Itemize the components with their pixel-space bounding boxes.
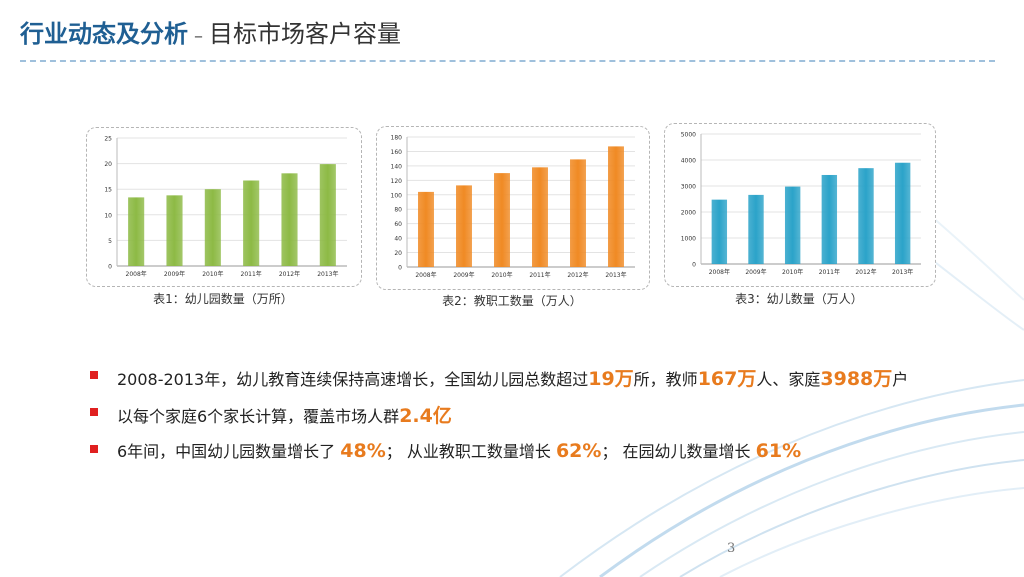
title-main: 行业动态及分析 (20, 20, 188, 48)
highlight-figure: 48% (340, 440, 386, 462)
bar (494, 173, 510, 267)
chart-kindergartens: 0 5 10 15 20 25 2008年 2009年 2010年 2011年 2012年 2013年 (86, 127, 362, 287)
bar (128, 197, 145, 266)
bullet-text-part: 所，教师 (633, 370, 698, 389)
y-tick-label: 25 (104, 136, 112, 143)
title-divider (20, 60, 995, 62)
x-tick-label: 2011年 (529, 271, 550, 279)
chart-plot: 0 1000 2000 3000 4000 5000 2008年 2009年 2010年 2011… (681, 132, 921, 276)
y-tick-label: 2000 (681, 210, 696, 217)
bullet-text: 以每个家庭6个家长计算，覆盖市场人群2.4亿 (117, 401, 452, 428)
y-tick-label: 4000 (681, 158, 696, 165)
bullet-marker (90, 371, 98, 379)
y-tick-label: 1000 (681, 236, 696, 243)
chart-staff: 0 20 40 60 80 100 120 140 160 180 2008年 2009年 2010年 2… (376, 126, 650, 290)
bar (418, 191, 434, 267)
x-tick-label: 2008年 (415, 271, 436, 279)
bullet-text-part: ； 在园幼儿数量增长 (601, 442, 756, 461)
x-tick-label: 2012年 (567, 271, 588, 279)
chart-plot: 0 20 40 60 80 100 120 140 160 180 2008年 2009年 2010年 2… (391, 135, 635, 279)
bar (243, 180, 260, 266)
bullet-text-part: 户 (892, 370, 909, 389)
bullet-text: 6年间，中国幼儿园数量增长了 48%； 从业教职工数量增长 62%； 在园幼儿数… (117, 438, 801, 462)
chart-plot: 0 5 10 15 20 25 2008年 2009年 2010年 2011年 2012年 2013年 (104, 136, 347, 278)
x-tick-label: 2013年 (605, 271, 626, 279)
y-tick-label: 5 (108, 238, 112, 245)
x-tick-label: 2012年 (855, 268, 876, 276)
x-tick-label: 2011年 (241, 270, 262, 278)
chart-caption-kindergartens: 表1：幼儿园数量（万所） (153, 292, 293, 306)
bar (456, 185, 472, 267)
x-tick-label: 2013年 (317, 270, 338, 278)
x-tick-label: 2010年 (202, 270, 223, 278)
chart-children: 0 1000 2000 3000 4000 5000 2008年 2009年 2010年 2011… (664, 123, 936, 287)
highlight-figure: 19万 (588, 368, 634, 390)
highlight-figure: 167万 (697, 368, 757, 390)
y-tick-label: 80 (394, 207, 402, 214)
bullet-text-part: 人、家庭 (756, 370, 821, 389)
x-tick-label: 2011年 (819, 268, 840, 276)
bar (748, 194, 764, 264)
bullet-text-part: 以每个家庭6个家长计算，覆盖市场人群 (117, 407, 400, 426)
y-tick-label: 120 (391, 178, 403, 185)
y-tick-label: 15 (104, 187, 112, 194)
x-tick-label: 2008年 (126, 270, 147, 278)
title-sub: 目标市场客户容量 (209, 20, 401, 48)
x-tick-label: 2010年 (782, 268, 803, 276)
y-tick-label: 40 (394, 236, 402, 243)
y-tick-label: 5000 (681, 132, 696, 139)
bar (319, 164, 336, 266)
y-tick-label: 160 (391, 149, 403, 156)
y-tick-label: 3000 (681, 184, 696, 191)
bar (858, 168, 874, 264)
x-tick-label: 2013年 (892, 268, 913, 276)
bar (711, 199, 728, 264)
y-tick-label: 180 (391, 135, 403, 142)
highlight-figure: 2.4亿 (399, 405, 452, 427)
bullet-text-part: 2008-2013年，幼儿教育连续保持高速增长，全国幼儿园总数超过 (117, 370, 589, 389)
y-tick-label: 20 (394, 250, 402, 257)
chart-caption-staff: 表2：教职工数量（万人） (442, 294, 582, 308)
y-tick-label: 60 (394, 221, 402, 228)
bar (821, 174, 838, 264)
bar (204, 189, 221, 266)
x-tick-label: 2012年 (279, 270, 300, 278)
x-tick-label: 2009年 (745, 268, 766, 276)
x-tick-label: 2009年 (453, 271, 474, 279)
page-title: 行业动态及分析 – 目标市场客户容量 (20, 14, 401, 49)
y-tick-label: 10 (104, 212, 112, 219)
bullet-marker (90, 445, 98, 453)
bar (166, 195, 183, 266)
highlight-figure: 61% (755, 440, 802, 462)
page-number: 3 (727, 541, 736, 556)
bullet-text-part: ； 从业教职工数量增长 (385, 442, 556, 461)
bar (784, 186, 801, 264)
y-tick-label: 140 (391, 163, 403, 170)
y-tick-label: 100 (391, 192, 403, 199)
highlight-figure: 3988万 (820, 368, 893, 390)
y-tick-label: 20 (104, 161, 112, 168)
bar (894, 162, 911, 264)
bullet-marker (90, 408, 98, 416)
bullet-text: 2008-2013年，幼儿教育连续保持高速增长，全国幼儿园总数超过19万所，教师… (117, 364, 908, 391)
x-tick-label: 2009年 (164, 270, 185, 278)
highlight-figure: 62% (555, 440, 602, 462)
y-tick-label: 0 (692, 262, 696, 269)
chart-caption-children: 表3：幼儿数量（万人） (735, 292, 863, 306)
bar (532, 167, 548, 267)
bullet-text-part: 6年间，中国幼儿园数量增长了 (117, 442, 341, 461)
title-dash: – (194, 26, 203, 47)
x-tick-label: 2010年 (491, 271, 512, 279)
y-tick-label: 0 (108, 264, 112, 271)
bar (608, 146, 624, 267)
bar (281, 173, 298, 266)
x-tick-label: 2008年 (709, 268, 730, 276)
bar (570, 159, 586, 267)
y-tick-label: 0 (398, 265, 402, 272)
